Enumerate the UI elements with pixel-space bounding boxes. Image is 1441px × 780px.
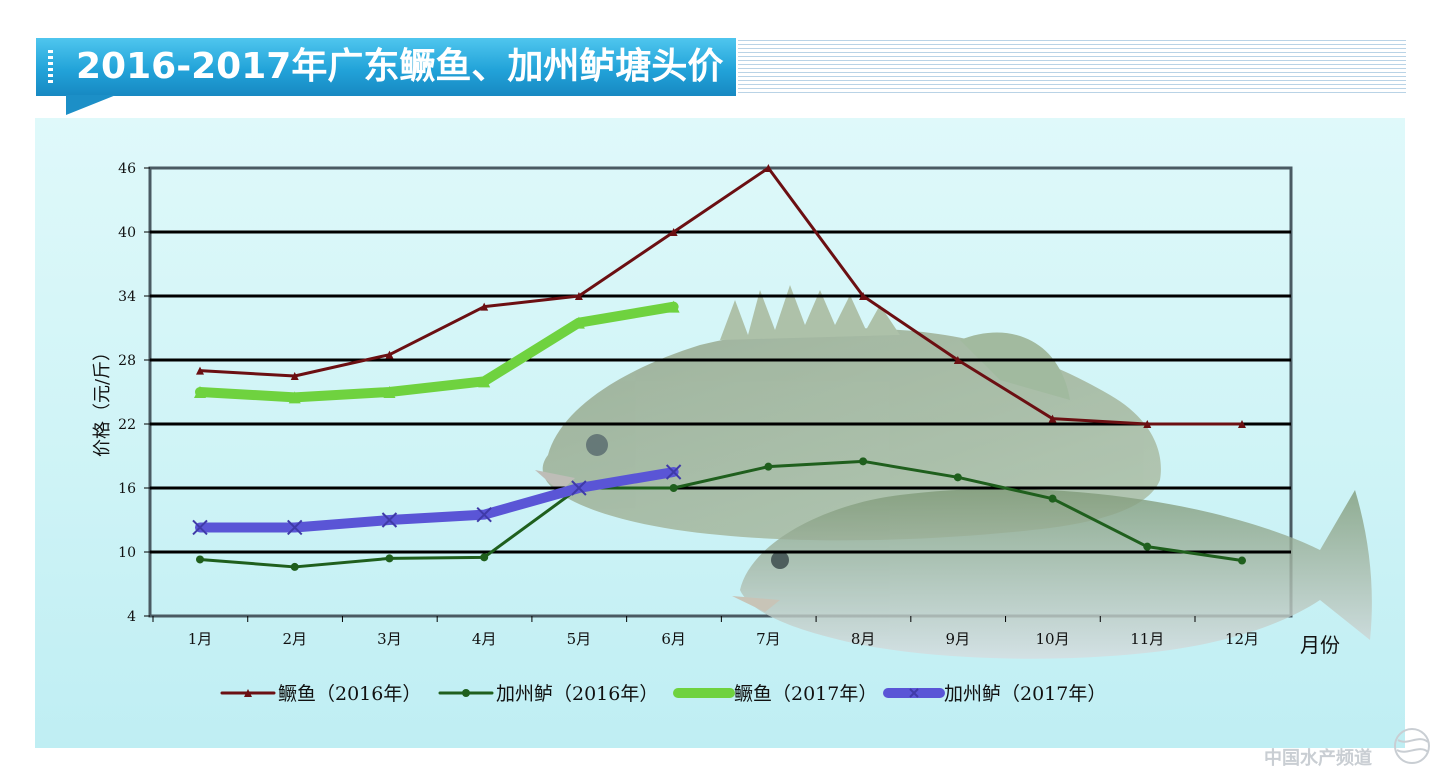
data-point	[953, 356, 962, 364]
y-tick-label: 46	[118, 161, 136, 177]
legend-label: 加州鲈（2016年）	[496, 683, 658, 705]
data-point	[383, 386, 396, 398]
data-point	[381, 512, 398, 528]
data-point	[1048, 494, 1057, 503]
data-point	[1048, 414, 1057, 423]
data-point	[665, 464, 682, 480]
x-axis-ticks: 1月 2月 3月 4月 5月 6月 7月 8月 9月 10月 11月 12月	[152, 616, 1259, 648]
x-tick-label: 2月	[282, 630, 307, 648]
x-axis-label: 月份	[1300, 633, 1340, 657]
data-point	[385, 350, 394, 359]
x-tick-label: 6月	[661, 630, 686, 648]
y-tick-label: 4	[127, 609, 136, 625]
largemouth-bass-image	[732, 488, 1372, 659]
data-point	[859, 292, 868, 300]
series-line	[195, 301, 679, 403]
x-tick-label: 3月	[377, 630, 402, 648]
series-line	[198, 459, 1244, 569]
data-point	[1143, 542, 1152, 551]
data-point	[194, 386, 206, 398]
x-tick-label: 11月	[1130, 630, 1164, 648]
data-point	[480, 553, 489, 562]
x-tick-label: 5月	[567, 630, 592, 648]
legend-marker	[244, 689, 252, 697]
data-point	[574, 292, 583, 300]
title-dots-decoration	[48, 50, 53, 84]
series-line	[195, 467, 679, 533]
data-point	[764, 462, 773, 471]
data-point	[1238, 420, 1246, 428]
data-point	[196, 366, 204, 375]
x-tick-label: 1月	[188, 630, 213, 648]
legend-label: 加州鲈（2017年）	[944, 683, 1106, 705]
data-point	[953, 473, 962, 482]
data-point	[476, 506, 492, 523]
data-point	[288, 391, 301, 404]
y-tick-label: 40	[118, 225, 136, 241]
legend-marker	[909, 688, 919, 698]
legend: 鳜鱼（2016年） 加州鲈（2016年） 鳜鱼（2017年） 加州鲈（2017年）	[220, 683, 1106, 705]
data-point	[480, 302, 489, 311]
data-point	[764, 164, 773, 172]
data-point	[196, 555, 204, 564]
x-tick-label: 12月	[1225, 630, 1259, 648]
data-point	[287, 519, 303, 536]
y-tick-label: 22	[118, 417, 136, 433]
data-point	[669, 228, 678, 236]
data-point	[290, 562, 299, 571]
title-banner: 2016-2017年广东鳜鱼、加州鲈塘头价	[36, 38, 736, 96]
legend-marker	[700, 689, 708, 697]
y-axis-label: 价格（元/斤）	[92, 343, 113, 457]
title-stripes-decoration	[738, 40, 1406, 94]
data-point	[571, 480, 587, 496]
data-point	[1143, 420, 1152, 428]
y-tick-label: 16	[118, 481, 136, 497]
data-point	[290, 372, 299, 380]
legend-label: 鳜鱼（2017年）	[734, 683, 877, 705]
legend-label: 鳜鱼（2016年）	[278, 683, 421, 705]
data-point	[478, 375, 491, 388]
y-tick-label: 10	[118, 545, 136, 561]
x-tick-label: 9月	[946, 630, 971, 648]
series-lines	[192, 164, 1246, 571]
globe-logo-icon	[1394, 728, 1430, 764]
x-tick-label: 8月	[851, 630, 876, 648]
title-banner-tail	[66, 95, 116, 115]
data-point	[859, 457, 868, 466]
y-tick-label: 34	[118, 289, 136, 305]
data-point	[1238, 556, 1246, 565]
x-tick-label: 7月	[756, 630, 781, 648]
data-point	[192, 519, 208, 536]
data-point	[385, 554, 394, 563]
watermark-text: 中国水产频道	[1264, 748, 1372, 769]
x-tick-label: 4月	[472, 630, 497, 648]
y-tick-label: 28	[118, 353, 136, 369]
grid-lines	[150, 230, 1291, 554]
data-point	[667, 300, 680, 313]
data-point	[572, 316, 585, 329]
plot-frame	[148, 166, 1293, 618]
x-tick-label: 10月	[1035, 630, 1069, 648]
data-point	[669, 484, 678, 492]
chart-title: 2016-2017年广东鳜鱼、加州鲈塘头价	[76, 46, 724, 87]
series-line	[198, 166, 1244, 426]
y-axis-ticks: 4 10 16 22 28 34 40 46	[118, 161, 150, 625]
legend-marker	[462, 689, 470, 697]
